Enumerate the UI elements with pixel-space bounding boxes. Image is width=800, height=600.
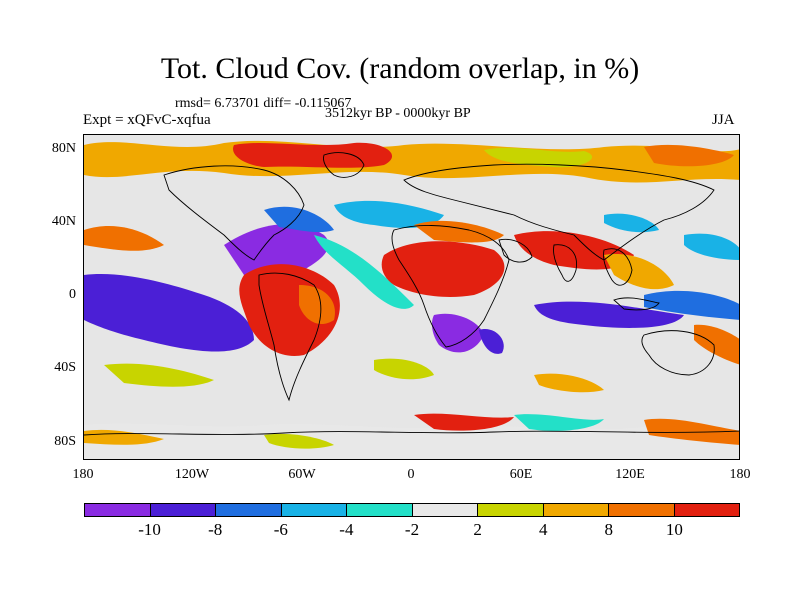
lat-label-80n: 80N: [51, 141, 76, 156]
colorbar-tick-label: 4: [538, 520, 548, 539]
colorbar-tick-label: 8: [604, 520, 614, 539]
coastlines: [84, 152, 739, 436]
anomaly-field: [84, 140, 739, 459]
colorbar-tick-label: -10: [138, 520, 161, 539]
colorbar-segment: [609, 504, 675, 516]
lon-label-120w: 120W: [174, 467, 210, 482]
colorbar-tick-label: 2: [473, 520, 482, 539]
colorbar-tick-label: -6: [273, 520, 288, 539]
lon-label-0: 0: [407, 467, 415, 482]
lon-label-120e: 120E: [615, 467, 645, 482]
colorbar-tick-label: -2: [404, 520, 420, 539]
period-text: 3512kyr BP - 0000kyr BP: [325, 106, 471, 121]
lon-label-180w: 180: [72, 467, 94, 482]
colorbar-tick-label: 10: [665, 520, 683, 539]
lat-label-0: 0: [69, 287, 76, 302]
colorbar-segment: [543, 504, 609, 516]
cloud-cover-map: [84, 140, 739, 459]
lat-label-40n: 40N: [51, 214, 76, 229]
colorbar-segment: [347, 504, 413, 516]
colorbar-segment: [85, 504, 151, 516]
stats-text: rmsd= 6.73701 diff= -0.115067: [175, 96, 352, 111]
lon-label-60e: 60E: [509, 467, 533, 482]
colorbar: [84, 503, 740, 517]
map-title: Tot. Cloud Cov. (random overlap, in %): [160, 52, 640, 85]
map-plot: [83, 134, 740, 460]
experiment-label: Expt = xQFvC-xqfua: [83, 112, 211, 128]
colorbar-segment: [412, 504, 478, 516]
colorbar-segment: [478, 504, 544, 516]
lon-label-60w: 60W: [288, 467, 316, 482]
lat-label-40s: 40S: [54, 360, 76, 375]
colorbar-segment: [674, 504, 739, 516]
colorbar-segment: [150, 504, 216, 516]
colorbar-segment: [216, 504, 282, 516]
lon-label-180e: 180: [729, 467, 751, 482]
season-label: JJA: [712, 112, 735, 128]
colorbar-segment: [281, 504, 347, 516]
colorbar-tick-label: -4: [339, 520, 354, 539]
lat-label-80s: 80S: [54, 434, 76, 449]
colorbar-tick-label: -8: [208, 520, 223, 539]
